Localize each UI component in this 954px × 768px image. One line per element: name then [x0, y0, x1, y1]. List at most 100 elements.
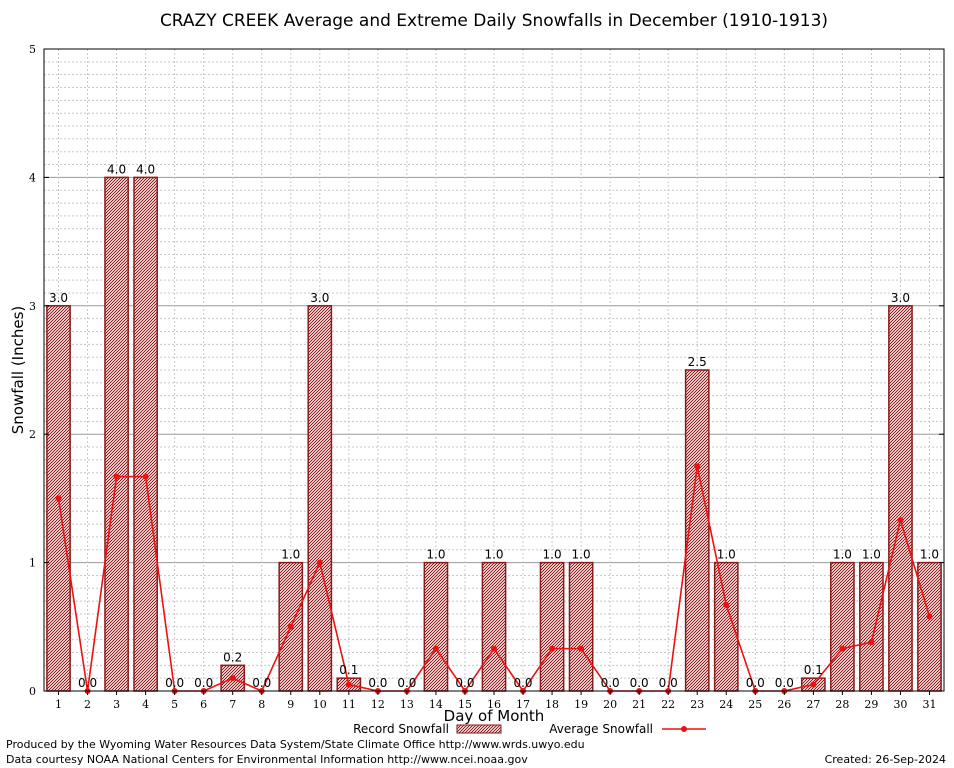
bar-value-label-day-17: 0.0 [513, 676, 532, 690]
x-tick-label-1: 1 [55, 698, 62, 711]
x-tick-label-10: 10 [313, 698, 327, 711]
y-tick-label-1: 1 [29, 557, 36, 570]
average-point-day-24 [723, 601, 730, 608]
legend-average-label: Average Snowfall [549, 722, 653, 736]
average-point-day-7 [229, 675, 236, 682]
record-bar-day-10 [307, 305, 333, 692]
bar-value-label-day-29: 1.0 [862, 548, 881, 562]
bar-value-label-day-22: 0.0 [659, 676, 678, 690]
y-tick-label-3: 3 [29, 300, 36, 313]
y-tick-label-5: 5 [29, 43, 36, 56]
x-tick-label-29: 29 [864, 698, 878, 711]
bar-value-label-day-4: 4.0 [136, 162, 155, 176]
record-bar-day-14 [423, 561, 449, 692]
record-bar-day-18 [539, 561, 565, 692]
x-tick-label-19: 19 [574, 698, 588, 711]
average-point-day-16 [491, 645, 497, 652]
bar-value-labels: 3.0 0.0 4.0 4.0 0.0 0.0 0.2 0.0 1.0 3.0 0.1 0.0 0.0 1… [49, 162, 939, 690]
x-tick-label-25: 25 [748, 698, 762, 711]
bar-value-label-day-6: 0.0 [194, 676, 213, 690]
x-tick-label-23: 23 [690, 698, 704, 711]
x-tick-label-2: 2 [84, 698, 91, 711]
bar-value-label-day-12: 0.0 [368, 676, 387, 690]
bar-value-label-day-30: 3.0 [891, 291, 910, 305]
average-point-day-31 [926, 613, 933, 620]
average-point-day-10 [316, 559, 323, 566]
x-tick-label-31: 31 [922, 698, 936, 711]
bar-value-label-day-28: 1.0 [833, 548, 852, 562]
x-tick-label-12: 12 [371, 698, 385, 711]
bar-value-label-day-18: 1.0 [543, 548, 562, 562]
x-tick-label-9: 9 [287, 698, 294, 711]
chart-title: CRAZY CREEK Average and Extreme Daily Sn… [160, 11, 828, 31]
y-tick-label-4: 4 [29, 171, 36, 184]
average-point-day-29 [868, 639, 875, 646]
x-tick-label-6: 6 [200, 698, 207, 711]
grid [44, 49, 944, 691]
x-tick-label-27: 27 [806, 698, 820, 711]
average-point-day-30 [897, 517, 904, 524]
record-bar-day-30 [888, 305, 913, 692]
bar-value-label-day-15: 0.0 [455, 676, 474, 690]
footer-created: Created: 26-Sep-2024 [825, 753, 946, 766]
average-point-day-3 [113, 473, 120, 480]
y-axis-ticks: 0 1 2 3 4 5 [29, 43, 944, 698]
x-tick-label-28: 28 [835, 698, 849, 711]
y-tick-label-2: 2 [29, 428, 36, 441]
legend-record-label: Record Snowfall [353, 722, 449, 736]
average-point-day-27 [810, 681, 817, 688]
legend: Record Snowfall Average Snowfall [353, 722, 706, 736]
x-tick-label-8: 8 [258, 698, 265, 711]
x-tick-label-11: 11 [342, 698, 356, 711]
x-axis-label: Day of Month [444, 707, 545, 725]
x-tick-label-5: 5 [171, 698, 178, 711]
average-point-day-9 [287, 623, 294, 630]
footer-produced-by: Produced by the Wyoming Water Resources … [6, 738, 585, 751]
bar-value-label-day-10: 3.0 [310, 291, 329, 305]
bar-value-label-day-5: 0.0 [165, 676, 184, 690]
x-tick-label-18: 18 [545, 698, 559, 711]
bar-value-label-day-24: 1.0 [717, 548, 736, 562]
record-bar-day-29 [859, 561, 884, 692]
x-tick-label-30: 30 [893, 698, 907, 711]
record-bar-day-4 [133, 176, 158, 692]
average-point-day-19 [578, 645, 585, 652]
bar-value-label-day-26: 0.0 [775, 676, 794, 690]
record-snowfall-bars [46, 176, 942, 692]
bar-value-label-day-9: 1.0 [281, 548, 300, 562]
x-tick-label-26: 26 [777, 698, 791, 711]
x-tick-label-16: 16 [487, 698, 501, 711]
x-tick-label-4: 4 [142, 698, 149, 711]
bar-value-label-day-25: 0.0 [746, 676, 765, 690]
bar-value-label-day-14: 1.0 [426, 548, 445, 562]
average-point-day-4 [142, 473, 149, 480]
record-bar-day-31 [917, 561, 942, 692]
bar-value-label-day-21: 0.0 [630, 676, 649, 690]
y-tick-label-0: 0 [29, 685, 36, 698]
record-bar-day-19 [568, 561, 594, 692]
y-axis-label: Snowfall (Inches) [9, 306, 27, 434]
x-tick-label-22: 22 [661, 698, 675, 711]
record-bar-day-28 [830, 561, 855, 692]
bar-value-label-day-7: 0.2 [223, 650, 242, 664]
legend-average-marker [681, 726, 687, 732]
average-point-day-11 [345, 681, 352, 688]
x-tick-label-15: 15 [458, 698, 472, 711]
average-point-day-28 [839, 645, 846, 652]
bar-value-label-day-27: 0.1 [804, 663, 823, 677]
bar-value-label-day-11: 0.1 [339, 663, 358, 677]
record-bar-day-16 [481, 561, 507, 692]
x-tick-label-24: 24 [719, 698, 733, 711]
bar-value-label-day-16: 1.0 [484, 548, 503, 562]
x-tick-label-3: 3 [113, 698, 120, 711]
bar-value-label-day-13: 0.0 [397, 676, 416, 690]
x-tick-label-20: 20 [603, 698, 617, 711]
bar-value-label-day-1: 3.0 [49, 291, 68, 305]
bar-value-label-day-31: 1.0 [920, 548, 939, 562]
bar-value-label-day-3: 4.0 [107, 162, 126, 176]
bar-value-label-day-20: 0.0 [601, 676, 620, 690]
x-tick-label-14: 14 [429, 698, 443, 711]
x-tick-label-17: 17 [516, 698, 530, 711]
bar-value-label-day-8: 0.0 [252, 676, 271, 690]
